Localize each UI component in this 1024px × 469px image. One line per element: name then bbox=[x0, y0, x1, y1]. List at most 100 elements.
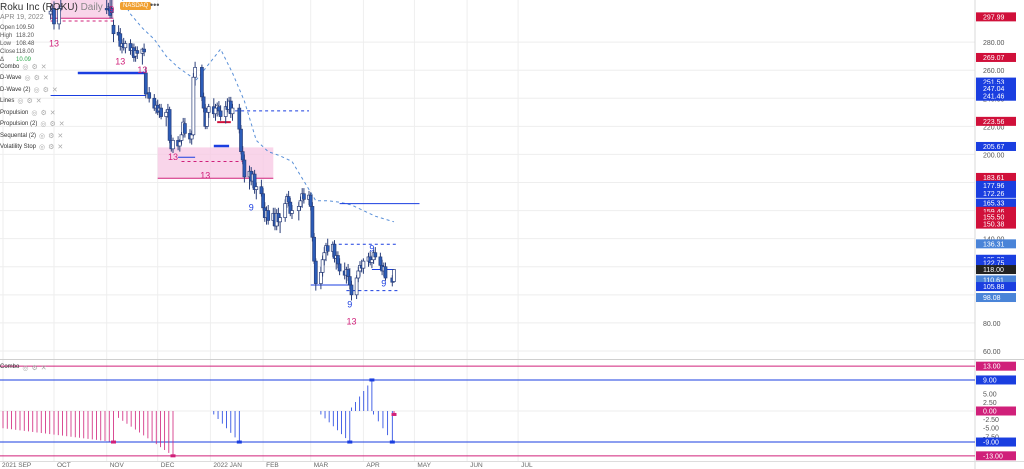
candle-body bbox=[142, 48, 146, 53]
sequential-count-label: 9 bbox=[109, 5, 114, 15]
interval-label: Daily bbox=[80, 2, 103, 13]
close-icon[interactable]: ✕ bbox=[40, 365, 47, 372]
symbol-title[interactable]: Roku Inc (ROKU) Daily bbox=[0, 2, 103, 13]
price-label-box bbox=[976, 52, 1016, 62]
gear-icon[interactable]: ⚙ bbox=[48, 132, 55, 140]
candle-body bbox=[322, 252, 327, 261]
candle-body bbox=[336, 255, 340, 265]
study-list: Combo ◎ ⚙ ✕ D-Wave ◎ ⚙ ✕ D-Wave (2) ◎ ⚙ ✕ Lines ◎ ⚙ ✕ Pr… bbox=[0, 61, 65, 153]
ohlc-row: Close118.00 bbox=[0, 48, 34, 56]
eye-icon[interactable]: ◎ bbox=[33, 86, 40, 94]
candle-body bbox=[261, 193, 265, 209]
candle-body bbox=[356, 270, 361, 279]
study-item[interactable]: Propulsion ◎ ⚙ ✕ bbox=[0, 107, 65, 119]
osc-tick-label: -5.00 bbox=[983, 426, 999, 433]
eye-icon[interactable]: ◎ bbox=[17, 98, 24, 106]
osc-marker bbox=[236, 440, 242, 444]
close-icon[interactable]: ✕ bbox=[51, 86, 58, 94]
candle-body bbox=[123, 43, 128, 49]
y-tick-label: 80.00 bbox=[983, 321, 1001, 328]
price-label-box bbox=[976, 198, 1016, 208]
candle-body bbox=[239, 128, 243, 152]
ohlc-row: Open109.50 bbox=[0, 24, 34, 32]
study-item[interactable]: Propulsion (2) ◎ ⚙ ✕ bbox=[0, 119, 65, 131]
eye-icon[interactable]: ◎ bbox=[39, 144, 46, 152]
eye-icon[interactable]: ◎ bbox=[31, 109, 38, 117]
osc-tick-label: -9.00 bbox=[983, 440, 999, 447]
sequential-count-label: 13 bbox=[137, 65, 147, 75]
study-item[interactable]: D-Wave ◎ ⚙ ✕ bbox=[0, 73, 65, 85]
eye-icon[interactable]: ◎ bbox=[22, 365, 29, 372]
gear-icon[interactable]: ⚙ bbox=[42, 86, 49, 94]
sequential-count-label: 13 bbox=[168, 152, 178, 162]
gear-icon[interactable]: ⚙ bbox=[33, 75, 40, 83]
candle-body bbox=[242, 159, 247, 178]
close-icon[interactable]: ✕ bbox=[57, 132, 64, 140]
price-label: 118.00 bbox=[983, 267, 1004, 274]
candle-body bbox=[52, 8, 56, 25]
sequential-count-label: 9 bbox=[369, 243, 374, 253]
candle-body bbox=[218, 110, 223, 117]
price-label-box bbox=[976, 12, 1016, 22]
close-icon[interactable]: ✕ bbox=[42, 75, 49, 83]
candle-body bbox=[200, 67, 204, 98]
x-tick-label: NOV bbox=[110, 462, 125, 469]
price-label-box bbox=[976, 239, 1016, 249]
candle-body bbox=[213, 107, 218, 115]
eye-icon[interactable]: ◎ bbox=[22, 63, 29, 71]
ohlc-value: 10.09 bbox=[16, 57, 32, 63]
osc-label-box bbox=[976, 437, 1016, 447]
candle-body bbox=[206, 106, 211, 113]
gear-icon[interactable]: ⚙ bbox=[49, 121, 56, 129]
close-icon[interactable]: ✕ bbox=[58, 121, 65, 129]
ohlc-row: High 118.20 bbox=[0, 32, 34, 40]
gear-icon[interactable]: ⚙ bbox=[26, 98, 33, 106]
more-menu-icon[interactable]: ••• bbox=[150, 0, 160, 10]
study-item[interactable]: Volatility Stop ◎ ⚙ ✕ bbox=[0, 142, 65, 154]
study-name: Propulsion (2) bbox=[0, 121, 38, 128]
study-item[interactable]: Lines ◎ ⚙ ✕ bbox=[0, 96, 65, 108]
candle-body bbox=[109, 8, 114, 13]
sequential-count-label: 13 bbox=[49, 38, 59, 48]
candle-body bbox=[111, 24, 116, 35]
x-tick-label: FEB bbox=[266, 462, 279, 469]
price-label: 223.56 bbox=[983, 119, 1005, 126]
x-tick-label: OCT bbox=[57, 462, 71, 469]
study-item[interactable]: D-Wave (2) ◎ ⚙ ✕ bbox=[0, 84, 65, 96]
osc-tick-label: 0.00 bbox=[983, 409, 997, 416]
close-icon[interactable]: ✕ bbox=[40, 63, 47, 71]
study-item[interactable]: Combo ◎ ⚙ ✕ bbox=[0, 61, 65, 73]
gear-icon[interactable]: ⚙ bbox=[31, 63, 38, 71]
osc-marker bbox=[111, 440, 116, 444]
candle-body bbox=[237, 107, 242, 130]
sequential-count-label: 13 bbox=[346, 316, 356, 326]
gear-icon[interactable]: ⚙ bbox=[40, 109, 47, 117]
eye-icon[interactable]: ◎ bbox=[39, 132, 46, 140]
study-item[interactable]: Sequental (2) ◎ ⚙ ✕ bbox=[0, 130, 65, 142]
sequential-count-label: 9 bbox=[249, 203, 254, 213]
sub-panel-legend: Combo ◎ ⚙ ✕ bbox=[0, 364, 47, 372]
study-name: Volatility Stop bbox=[0, 144, 37, 151]
candle-body bbox=[171, 140, 175, 150]
close-icon[interactable]: ✕ bbox=[57, 144, 64, 152]
ohlc-row: Low 108.48 bbox=[0, 40, 34, 48]
candle-body bbox=[177, 141, 182, 147]
candle-body bbox=[147, 92, 152, 99]
eye-icon[interactable]: ◎ bbox=[24, 75, 31, 83]
eye-icon[interactable]: ◎ bbox=[40, 121, 47, 129]
candle-body bbox=[290, 210, 294, 214]
candle-body bbox=[278, 217, 282, 223]
close-icon[interactable]: ✕ bbox=[49, 109, 56, 117]
candle-body bbox=[347, 276, 352, 286]
gear-icon[interactable]: ⚙ bbox=[48, 144, 55, 152]
ohlc-label: Δ bbox=[0, 57, 5, 63]
close-icon[interactable]: ✕ bbox=[35, 98, 42, 106]
ohlc-value: 118.00 bbox=[16, 49, 34, 55]
study-name: Sequental (2) bbox=[0, 132, 37, 139]
osc-marker bbox=[391, 412, 397, 416]
gear-icon[interactable]: ⚙ bbox=[31, 365, 38, 372]
osc-label-box bbox=[976, 406, 1016, 416]
x-tick-label: 2022 JAN bbox=[213, 462, 242, 469]
